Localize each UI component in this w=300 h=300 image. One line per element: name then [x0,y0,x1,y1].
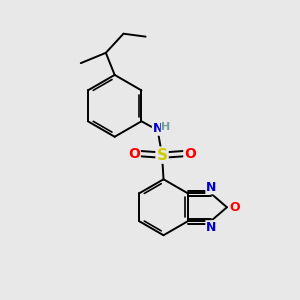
Text: N: N [152,122,163,135]
Text: O: O [229,201,240,214]
Text: O: O [184,147,196,161]
Text: O: O [128,147,140,161]
Text: N: N [206,220,216,234]
Text: N: N [206,181,216,194]
Text: H: H [161,122,170,132]
Text: S: S [157,148,168,163]
